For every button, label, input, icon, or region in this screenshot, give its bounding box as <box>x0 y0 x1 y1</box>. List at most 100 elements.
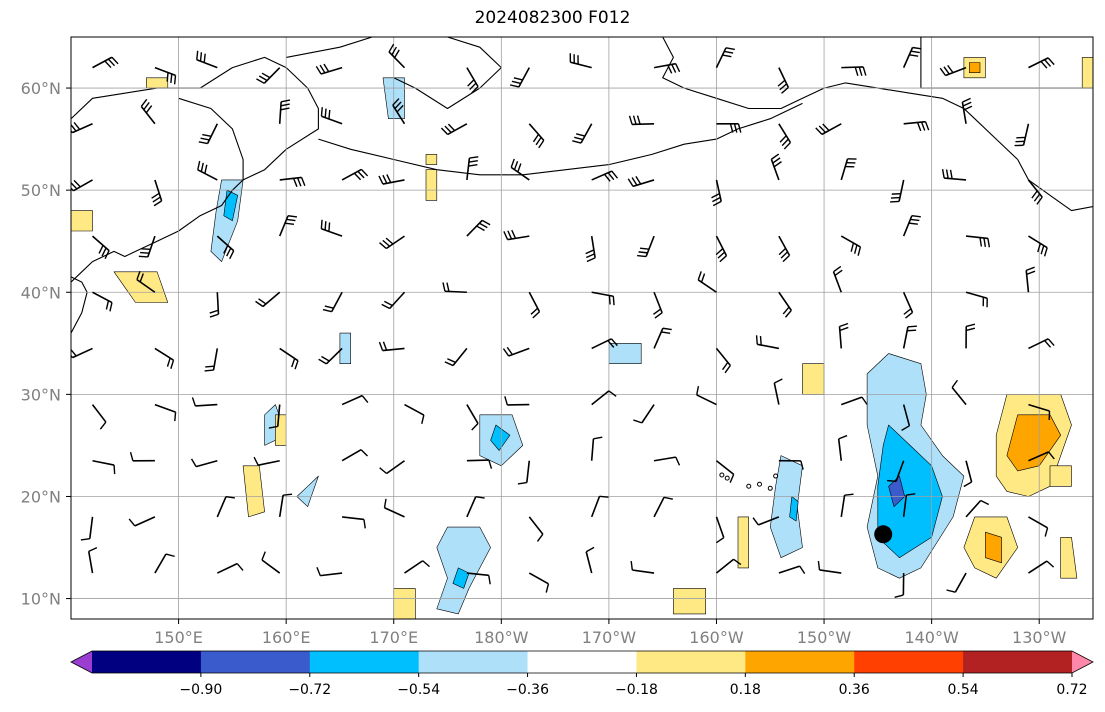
wind-barb <box>715 47 735 68</box>
wind-barb <box>627 176 655 188</box>
wind-barb <box>840 235 862 256</box>
colorbar-extend-low <box>71 651 92 673</box>
wind-barb <box>653 496 673 518</box>
wind-barb <box>320 107 343 125</box>
storm-center-marker <box>874 525 893 544</box>
wind-barb <box>136 270 156 293</box>
wind-barb <box>653 291 663 319</box>
wind-barb <box>1028 235 1048 257</box>
wind-barb <box>154 403 177 422</box>
contour-fill-layer <box>71 57 1093 619</box>
lon-tick-label: 160°W <box>689 628 744 647</box>
wind-barb <box>1028 57 1055 69</box>
wind-barb <box>154 347 175 369</box>
wind-barb <box>528 572 550 593</box>
wind-barb <box>279 347 299 370</box>
wind-barb <box>696 385 717 406</box>
wind-barb <box>509 67 530 88</box>
wind-barb <box>590 436 603 461</box>
wind-barb <box>315 63 343 75</box>
wind-barb <box>752 516 780 526</box>
colorbar-tick-label: −0.54 <box>397 682 440 698</box>
lat-tick-label: 30°N <box>21 385 61 404</box>
colorbar: −0.90 −0.72 −0.54 −0.36 −0.18 0.18 0.36 0.54 0.7… <box>70 650 1094 698</box>
wind-barb <box>71 179 93 192</box>
wind-barb <box>129 451 155 462</box>
colorbar-swatch <box>92 651 202 673</box>
gridline-layer <box>71 37 1093 619</box>
wind-barb <box>777 67 790 94</box>
wind-barb <box>91 235 110 259</box>
wind-barb <box>190 458 218 468</box>
map-frame <box>70 36 1094 620</box>
wind-barb <box>320 219 343 237</box>
wind-barb <box>711 179 722 207</box>
wind-barb <box>815 123 842 136</box>
wind-barb <box>92 56 119 69</box>
wind-barb <box>154 553 175 574</box>
wind-barb <box>841 66 867 77</box>
lat-tick-label: 40°N <box>21 283 61 302</box>
colorbar-swatch <box>745 651 855 673</box>
wind-barb <box>902 215 921 237</box>
wind-barb <box>755 335 780 350</box>
wind-barb <box>941 169 967 181</box>
wind-barb <box>715 516 725 544</box>
wind-barb <box>946 572 967 593</box>
wind-barb <box>697 271 717 293</box>
wind-barb <box>902 291 914 319</box>
wind-barb <box>840 158 857 181</box>
wind-barb <box>279 176 306 187</box>
map-title: 2024082300 F012 <box>474 8 631 28</box>
wind-barb <box>444 347 468 367</box>
wind-barb <box>381 291 406 310</box>
wind-barb <box>510 158 530 181</box>
wind-barb <box>1014 123 1030 147</box>
wind-barb <box>92 291 113 312</box>
wind-barb <box>838 322 849 349</box>
wind-barb <box>902 493 916 517</box>
wind-barb <box>585 546 595 574</box>
colorbar-swatch <box>418 651 529 673</box>
colorbar-swatch <box>963 651 1073 673</box>
lon-tick-label: 150°W <box>797 628 852 647</box>
lat-tick-label: 50°N <box>21 181 61 200</box>
wind-barb <box>653 62 681 74</box>
longitude-ticks: 150°E 160°E 170°E 180°W 170°W 160°W 150°W 140°W… <box>154 619 1067 647</box>
wind-barb <box>653 456 681 466</box>
wind-barb <box>278 493 293 518</box>
wind-barb <box>151 179 163 207</box>
colorbar-tick-label: −0.90 <box>179 682 222 698</box>
wind-barb <box>341 168 369 181</box>
wind-barb-layer <box>71 43 1055 598</box>
wind-barb <box>128 516 156 527</box>
wind-barb <box>322 291 343 313</box>
wind-barb <box>342 516 366 529</box>
colorbar-tick-label: 0.72 <box>1056 682 1087 698</box>
wind-barb <box>392 98 406 125</box>
wind-barb <box>716 122 742 133</box>
wind-barb <box>1028 338 1055 350</box>
wind-barb <box>87 546 98 574</box>
wind-barb <box>951 379 967 406</box>
wind-barb <box>138 235 156 258</box>
wind-barb <box>466 67 479 94</box>
colorbar-extend-high <box>1072 651 1093 673</box>
lon-tick-label: 160°E <box>262 628 311 647</box>
wind-barb <box>1028 560 1055 574</box>
wind-barb <box>278 99 291 124</box>
wind-barb <box>91 404 107 430</box>
wind-barb <box>840 396 868 406</box>
wind-barb <box>466 572 491 585</box>
lon-tick-label: 150°E <box>154 628 203 647</box>
wind-barb <box>528 123 545 149</box>
wind-barb <box>255 291 281 308</box>
colorbar-outline <box>70 650 1094 674</box>
lat-tick-label: 10°N <box>21 590 61 609</box>
wind-barb <box>965 291 988 308</box>
wind-barb <box>466 404 479 431</box>
wind-barb <box>965 499 990 518</box>
wind-barb <box>196 50 218 69</box>
lat-tick-label: 60°N <box>21 79 61 98</box>
wind-barb <box>341 394 369 406</box>
